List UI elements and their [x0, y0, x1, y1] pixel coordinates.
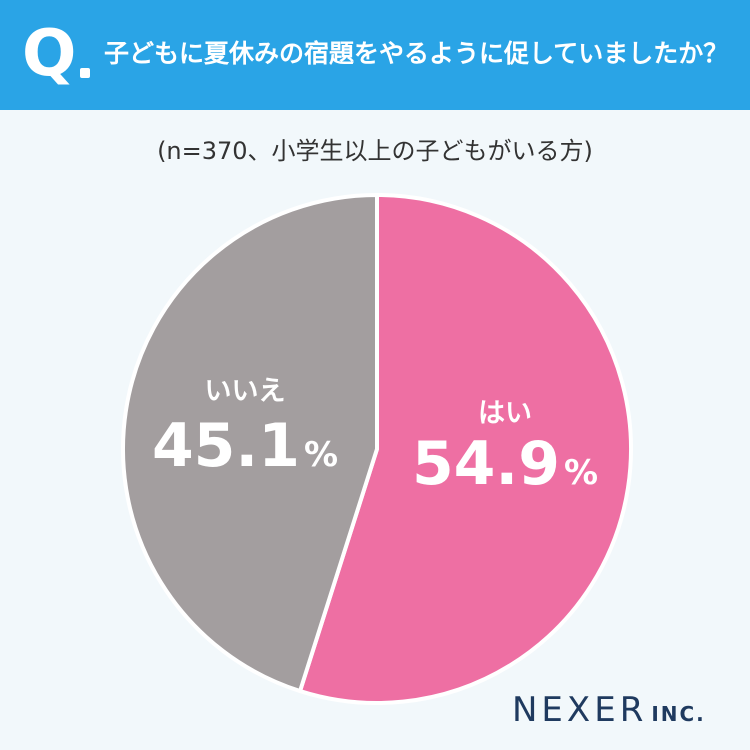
sample-note: (n=370、小学生以上の子どもがいる方) [157, 137, 593, 165]
pie-slice-no [121, 193, 379, 694]
question-header: Q 子どもに夏休みの宿題をやるように促していましたか？ [0, 0, 750, 110]
question-text: 子どもに夏休みの宿題をやるように促していましたか？ [104, 39, 729, 68]
logo-suffix: INC. [651, 702, 706, 726]
slice-category-label: いいえ [205, 376, 286, 407]
q-dot [80, 68, 90, 78]
q-mark: Q [22, 17, 77, 91]
slice-value-label: 54.9% [412, 429, 598, 499]
nexer-logo: NEXER INC. [512, 690, 706, 730]
slice-value-label: 45.1% [152, 411, 338, 481]
pie-slice-yes [298, 193, 633, 705]
slice-category-label: はい [478, 398, 532, 429]
logo-main: NEXER [512, 690, 648, 730]
pie-slices [121, 193, 633, 705]
